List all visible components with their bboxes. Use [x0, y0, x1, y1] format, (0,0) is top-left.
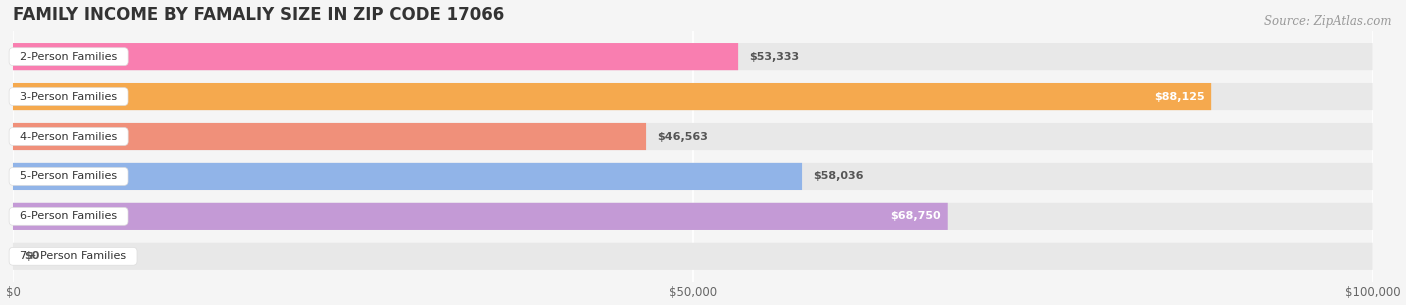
- Text: 3-Person Families: 3-Person Families: [13, 92, 124, 102]
- Text: FAMILY INCOME BY FAMALIY SIZE IN ZIP CODE 17066: FAMILY INCOME BY FAMALIY SIZE IN ZIP COD…: [13, 5, 505, 23]
- Text: 6-Person Families: 6-Person Families: [13, 211, 124, 221]
- FancyBboxPatch shape: [13, 43, 1372, 70]
- Text: $0: $0: [24, 251, 39, 261]
- Text: 4-Person Families: 4-Person Families: [13, 131, 124, 142]
- Text: $58,036: $58,036: [813, 171, 863, 181]
- Text: 2-Person Families: 2-Person Families: [13, 52, 124, 62]
- FancyBboxPatch shape: [13, 203, 948, 230]
- Text: $46,563: $46,563: [657, 131, 707, 142]
- FancyBboxPatch shape: [13, 123, 1372, 150]
- Text: Source: ZipAtlas.com: Source: ZipAtlas.com: [1264, 15, 1392, 28]
- FancyBboxPatch shape: [13, 123, 647, 150]
- FancyBboxPatch shape: [13, 163, 1372, 190]
- FancyBboxPatch shape: [13, 43, 738, 70]
- FancyBboxPatch shape: [13, 83, 1211, 110]
- FancyBboxPatch shape: [13, 203, 1372, 230]
- Text: $88,125: $88,125: [1154, 92, 1205, 102]
- FancyBboxPatch shape: [13, 163, 801, 190]
- Text: 5-Person Families: 5-Person Families: [13, 171, 124, 181]
- Text: $68,750: $68,750: [890, 211, 941, 221]
- FancyBboxPatch shape: [13, 83, 1372, 110]
- Text: 7+ Person Families: 7+ Person Families: [13, 251, 134, 261]
- Text: $53,333: $53,333: [749, 52, 799, 62]
- FancyBboxPatch shape: [13, 243, 1372, 270]
